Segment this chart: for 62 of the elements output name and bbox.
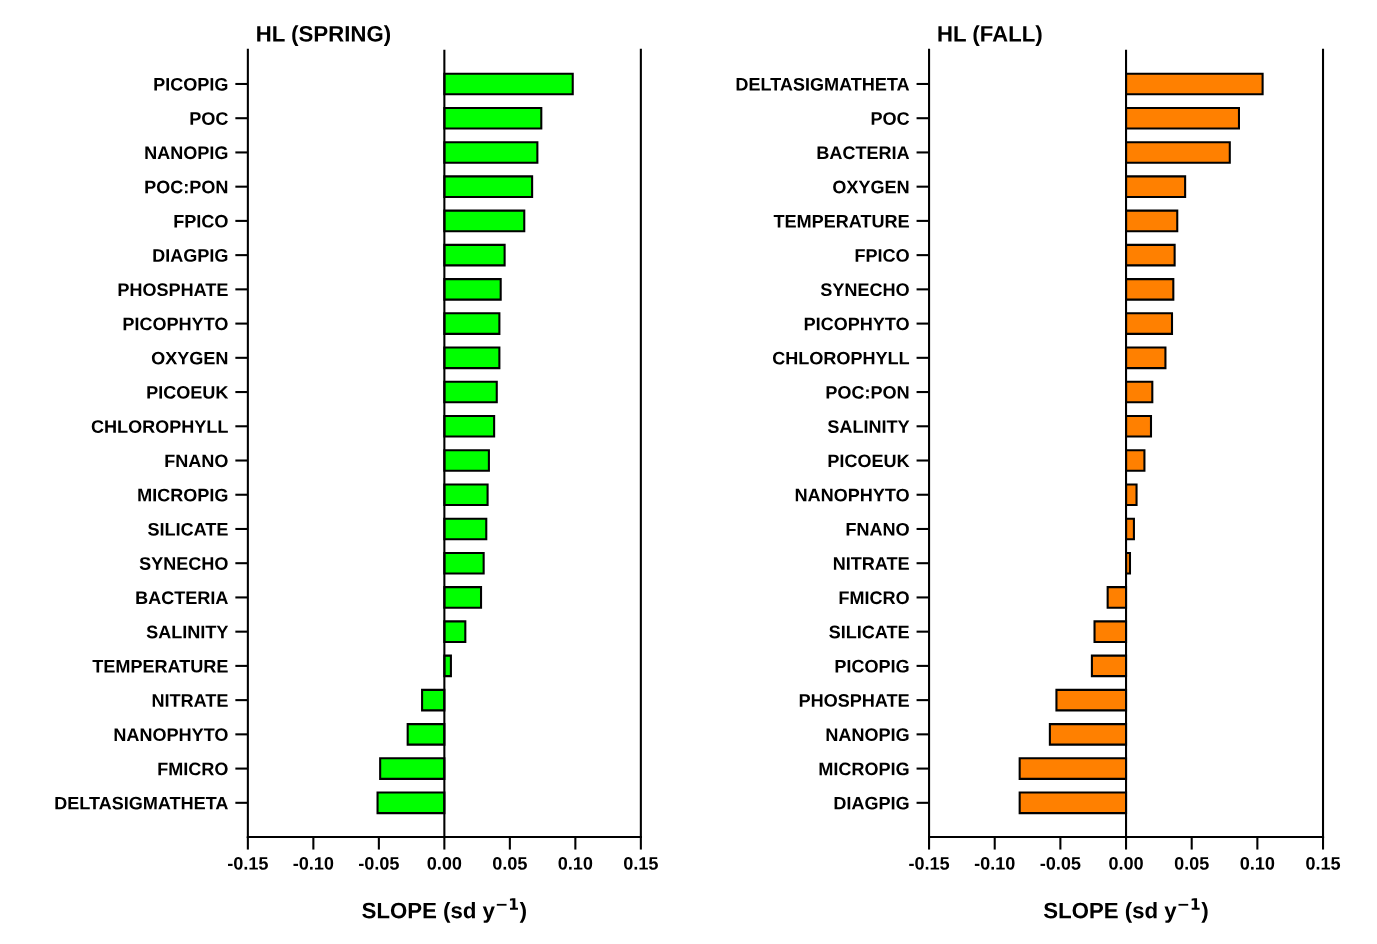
y-tick-label: NANOPHYTO <box>114 728 228 742</box>
x-axis-title: SLOPE (sd y$^{−1}$) <box>362 898 526 923</box>
y-tick-label: PICOPIG <box>835 659 909 673</box>
y-tick-label: NANOPHYTO <box>795 488 909 502</box>
y-tick-label: MICROPIG <box>819 762 909 776</box>
x-tick-label: 0.05 <box>1174 856 1209 870</box>
x-tick-label: 0.15 <box>624 856 658 870</box>
y-tick-label: SALINITY <box>146 625 229 639</box>
y-tick-label: DIAGPIG <box>834 796 909 810</box>
y-tick-label: POC:PON <box>826 385 909 399</box>
y-tick-label: SYNECHO <box>139 557 228 570</box>
y-tick-label: PHOSPHATE <box>799 694 909 707</box>
x-axis-title: SLOPE (sd y$^{−1}$) <box>1043 898 1208 923</box>
y-tick-label: PICOEUK <box>147 385 229 399</box>
y-tick-label: POC:PON <box>145 180 228 194</box>
x-tick-label: 0.00 <box>1109 856 1143 870</box>
y-tick-label: FNANO <box>165 454 228 468</box>
y-tick-label: NANOPIG <box>145 146 228 160</box>
y-tick-label: FPICO <box>855 249 909 262</box>
y-tick-label: DIAGPIG <box>153 249 228 262</box>
y-tick-label: CHLOROPHYLL <box>772 351 910 365</box>
y-tick-label: BACTERIA <box>136 591 228 605</box>
x-tick-label: 0.10 <box>1240 856 1275 870</box>
y-tick-label: SYNECHO <box>820 283 909 297</box>
y-tick-label: PICOPHYTO <box>804 317 909 331</box>
y-tick-label: DELTASIGMATHETA <box>55 796 228 810</box>
y-tick-label: NITRATE <box>152 694 228 707</box>
y-tick-label: SILICATE <box>148 522 228 536</box>
x-tick-label: -0.05 <box>1040 856 1081 870</box>
x-tick-label: 0.05 <box>493 856 527 870</box>
y-tick-label: TEMPERATURE <box>92 660 228 673</box>
x-tick-label: -0.05 <box>358 856 399 870</box>
y-tick-label: PHOSPHATE <box>118 283 228 297</box>
y-tick-label: FNANO <box>846 522 909 536</box>
x-tick-label: -0.10 <box>974 856 1015 870</box>
y-tick-label: PICOPIG <box>154 77 228 91</box>
chart-title: HL (SPRING) <box>257 25 391 47</box>
y-tick-label: NANOPIG <box>826 728 909 742</box>
y-tick-label: MICROPIG <box>138 488 228 502</box>
x-tick-label: 0.15 <box>1306 856 1341 870</box>
y-tick-label: FMICRO <box>158 762 228 776</box>
y-tick-label: OXYGEN <box>833 180 909 194</box>
x-tick-label: -0.15 <box>909 856 950 870</box>
y-tick-label: SILICATE <box>829 625 909 639</box>
x-tick-label: 0.10 <box>558 856 593 870</box>
y-tick-label: TEMPERATURE <box>773 215 909 228</box>
y-tick-label: SALINITY <box>827 420 910 433</box>
y-tick-label: BACTERIA <box>817 146 910 160</box>
y-tick-label: FPICO <box>174 214 228 228</box>
y-tick-label: PICOPHYTO <box>123 317 228 331</box>
y-tick-label: NITRATE <box>833 557 909 570</box>
chart-title: HL (FALL) <box>938 25 1042 47</box>
x-tick-label: -0.10 <box>293 856 334 870</box>
y-tick-label: POC <box>190 112 228 125</box>
y-tick-label: FMICRO <box>839 591 909 605</box>
x-tick-label: -0.15 <box>227 856 268 870</box>
y-tick-label: OXYGEN <box>151 351 228 365</box>
x-tick-label: 0.00 <box>427 856 462 870</box>
y-tick-label: DELTASIGMATHETA <box>736 77 910 91</box>
y-tick-label: PICOEUK <box>828 454 910 468</box>
y-tick-label: CHLOROPHYLL <box>91 420 228 433</box>
y-tick-label: POC <box>871 112 910 125</box>
